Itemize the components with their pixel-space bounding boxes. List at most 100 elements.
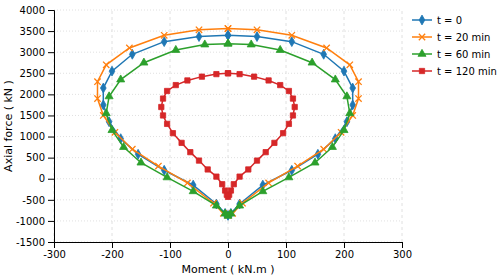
point (290, 113, 295, 118)
y-axis-tick-label: 0 (39, 173, 45, 184)
y-axis-title: Axial force ( kN ) (2, 80, 15, 172)
x-axis-tick-mark (286, 242, 287, 248)
point (161, 32, 167, 38)
series (94, 25, 361, 218)
legend-entry: t = 0 (412, 15, 462, 26)
series-line (161, 73, 294, 197)
series (100, 30, 355, 220)
point (265, 180, 271, 186)
y-axis-tick-mark (48, 137, 54, 138)
point (94, 79, 100, 85)
y-axis-tick-label: 3500 (20, 26, 45, 37)
point (292, 104, 297, 109)
y-axis-tick-label: 4000 (20, 5, 45, 16)
point (120, 142, 128, 149)
y-axis-line (48, 11, 55, 243)
point (221, 209, 229, 216)
point (237, 71, 242, 76)
y-axis-tick-mark (48, 73, 54, 74)
point (129, 146, 135, 152)
point (173, 82, 178, 87)
y-axis-tick-mark (48, 94, 54, 95)
point (343, 92, 351, 99)
y-axis-tick: -500 (22, 195, 54, 206)
x-axis-tick-mark (402, 242, 403, 248)
point (308, 58, 316, 65)
point (285, 173, 293, 180)
x-axis-title: Moment ( kN.m ) (182, 263, 275, 276)
x-axis-tick: 0 (225, 242, 231, 260)
series-line (98, 29, 359, 216)
y-axis-tick-label: -1500 (16, 237, 45, 248)
point (105, 92, 113, 99)
point (280, 131, 285, 136)
x-axis-tick-mark (344, 242, 345, 248)
point (355, 95, 361, 101)
point (266, 78, 271, 83)
series-line (103, 35, 352, 215)
chart: -300-200-1000100200300-1500-1000-5000500… (0, 0, 500, 278)
y-grid-line (54, 52, 402, 53)
y-axis-tick-label: -500 (22, 195, 45, 206)
point (225, 25, 231, 31)
point (331, 75, 339, 82)
point (196, 32, 202, 42)
x-axis-tick-label: 300 (393, 249, 412, 260)
point (188, 150, 193, 155)
y-axis-tick-label: 2500 (20, 68, 45, 79)
x-axis-tick: 300 (393, 242, 412, 260)
point (214, 174, 219, 179)
point (294, 163, 300, 169)
point (225, 25, 231, 31)
point (140, 58, 148, 65)
point (164, 121, 169, 126)
point (251, 74, 256, 79)
series (102, 39, 354, 218)
point (201, 40, 209, 47)
x-axis-tick-mark (112, 242, 113, 248)
point (108, 126, 116, 133)
point (164, 88, 169, 93)
point (254, 158, 259, 163)
point (340, 126, 348, 133)
point (272, 140, 277, 145)
point (155, 163, 161, 169)
point (259, 187, 267, 194)
point (224, 39, 232, 46)
y-grid-line (54, 10, 402, 11)
point (160, 96, 165, 101)
point (199, 74, 204, 79)
legend-entry: t = 20 min (412, 32, 490, 43)
point (100, 83, 106, 93)
point (102, 109, 110, 116)
y-axis-tick: -1500 (16, 237, 54, 248)
y-axis-tick-mark (48, 200, 54, 201)
point (224, 39, 232, 46)
legend: t = 0 t = 20 min t = 60 min t = 120 min (412, 15, 497, 77)
legend-label: t = 60 min (437, 49, 490, 60)
x-axis-tick-label: -300 (43, 249, 66, 260)
x-axis-tick-label: -100 (159, 249, 182, 260)
point (311, 158, 319, 165)
legend-label: t = 120 min (437, 66, 497, 77)
point (126, 45, 132, 51)
y-axis-tick: 2000 (20, 89, 54, 100)
point (236, 201, 244, 208)
point (159, 104, 164, 109)
point (117, 75, 125, 82)
point (328, 142, 336, 149)
point (254, 32, 260, 42)
point (184, 180, 190, 186)
x-axis-tick: -200 (101, 242, 124, 260)
x-axis-tick: 100 (277, 242, 296, 260)
y-axis-tick: 0 (39, 173, 54, 184)
point (222, 188, 227, 193)
point (103, 62, 109, 68)
point (189, 187, 197, 194)
point (196, 158, 201, 163)
point (290, 96, 295, 101)
point (163, 173, 171, 180)
y-axis-tick-label: -1000 (16, 216, 45, 227)
x-axis-tick-mark (170, 242, 171, 248)
point (341, 66, 347, 76)
